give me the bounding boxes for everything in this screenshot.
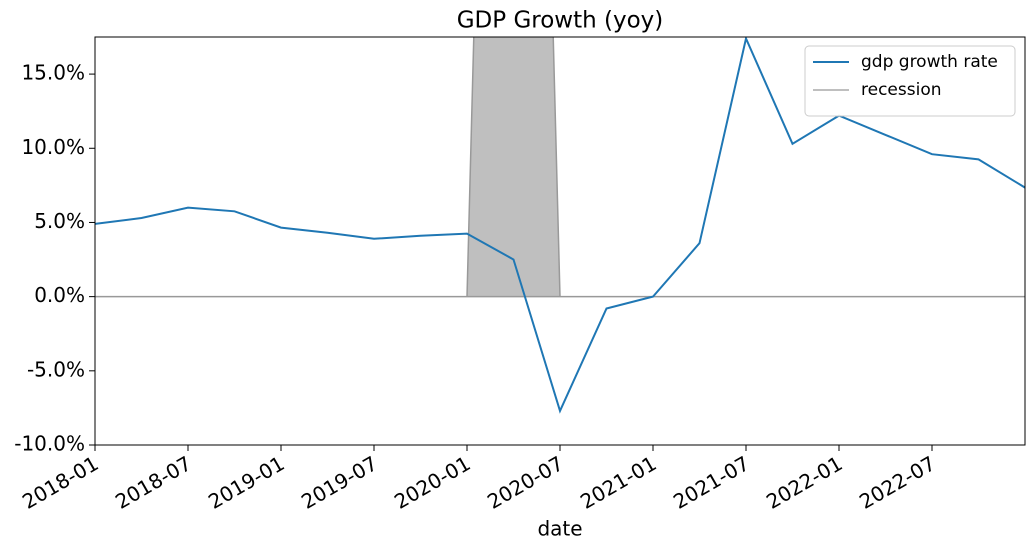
- legend-label: recession: [861, 80, 942, 100]
- x-tick-label: 2022-01: [762, 451, 846, 514]
- x-tick-label: 2018-07: [111, 451, 195, 514]
- legend: gdp growth rate recession: [804, 45, 1016, 117]
- y-tick-label: -10.0%: [14, 432, 85, 456]
- legend-label: gdp growth rate: [861, 52, 998, 72]
- x-tick-label: 2019-07: [297, 451, 381, 514]
- legend-box: [804, 45, 1016, 117]
- x-tick-label: 2021-07: [669, 451, 753, 514]
- x-tick-label: 2018-01: [18, 451, 102, 514]
- recession-area: [95, 37, 1025, 298]
- y-tick-label: 0.0%: [34, 283, 85, 307]
- chart-title: GDP Growth (yoy): [457, 8, 664, 34]
- x-tick-label: 2020-07: [483, 451, 567, 514]
- x-tick-label: 2022-07: [855, 451, 939, 514]
- x-tick-label: 2020-01: [390, 451, 474, 514]
- y-tick-label: 10.0%: [21, 135, 85, 159]
- x-tick-label: 2021-01: [576, 451, 660, 514]
- series-line: [95, 37, 1025, 414]
- y-tick-label: -5.0%: [27, 357, 85, 381]
- plot-area: [95, 37, 1025, 414]
- y-tick-label: 15.0%: [21, 61, 85, 85]
- x-axis-label: date: [537, 517, 582, 541]
- x-tick-label: 2019-01: [204, 451, 288, 514]
- y-tick-label: 5.0%: [34, 209, 85, 233]
